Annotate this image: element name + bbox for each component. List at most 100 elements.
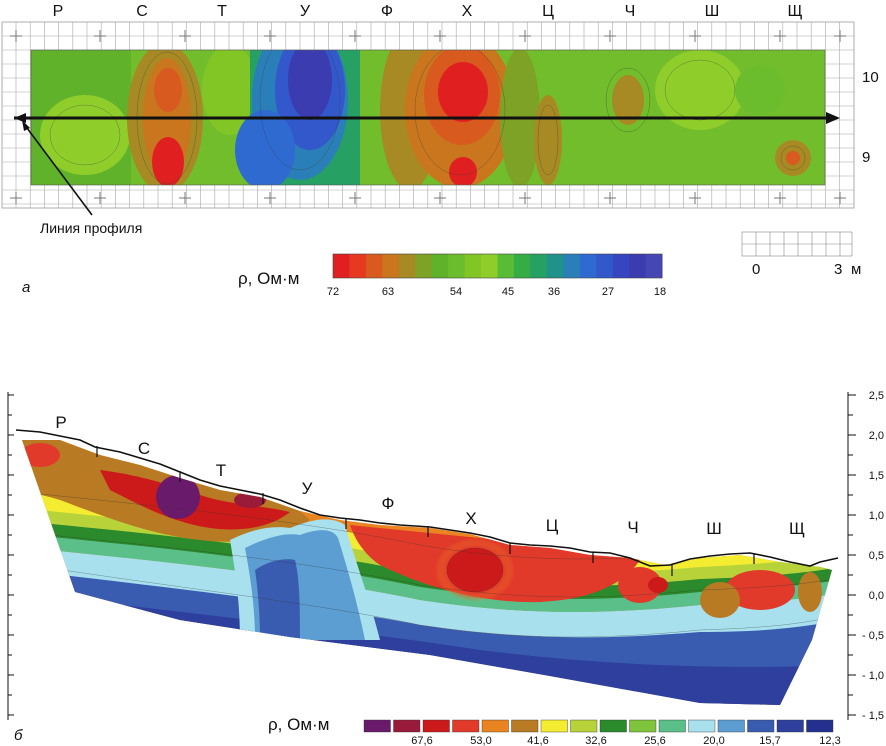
legend-a-swatch [382, 254, 400, 278]
legend-b-tick: 67,6 [411, 735, 432, 746]
panel-a-column-label-9: Ш [705, 3, 720, 20]
panel-a-column-label-2: С [136, 3, 148, 20]
panel-a-column-label-10: Щ [788, 3, 803, 20]
legend-b-swatch [776, 719, 804, 733]
legend-b-swatch [717, 719, 745, 733]
legend-a-tick: 45 [502, 286, 514, 298]
legend-a-swatch [431, 254, 449, 278]
legend-a-swatch [546, 254, 564, 278]
legend-a-swatch [497, 254, 515, 278]
axis-label: - 0,5 [862, 630, 884, 642]
axis-label: 0,0 [869, 590, 884, 602]
panel-b-column-label-5: Ф [382, 494, 395, 513]
axis-label: 2,0 [869, 430, 884, 442]
row-label-9: 9 [862, 149, 870, 166]
legend-b-tick: 15,7 [759, 735, 780, 746]
legend-b-swatch [688, 719, 716, 733]
legend-b-swatch [393, 719, 421, 733]
panel-b-column-label-7: Ц [546, 516, 559, 535]
legend-a-swatch [645, 254, 663, 278]
panel-a-letter: а [22, 279, 30, 296]
legend-b-swatch [658, 719, 686, 733]
axis-label: - 1,0 [862, 670, 884, 682]
legend-a-tick: 36 [548, 286, 560, 298]
scale-unit: м [851, 261, 861, 278]
panel-a-column-label-1: Р [53, 3, 64, 20]
legend-a-swatch [349, 254, 367, 278]
legend-a-swatch [333, 254, 350, 278]
legend-a-swatch [612, 254, 630, 278]
legend-a-swatch [513, 254, 531, 278]
panel-b-column-label-4: У [302, 479, 313, 498]
panel-b-axis-labels: 2,5 2,0 1,5 1,0 0,5 0,0 - 0,5 - 1,0 - 1,5 [862, 390, 884, 722]
axis-label: 0,5 [869, 550, 884, 562]
panel-b-column-label-10: Щ [789, 519, 805, 538]
legend-b-swatch [570, 719, 598, 733]
axis-label: - 1,5 [862, 710, 884, 722]
panel-b-legend-ticks: 67,6 53,0 41,6 32,6 25,6 20,0 15,7 12,3 [411, 735, 840, 746]
legend-b-swatch [747, 719, 775, 733]
legend-a-swatch [629, 254, 647, 278]
panel-a-column-label-3: Т [217, 3, 227, 20]
legend-b-swatch [363, 719, 391, 733]
legend-b-tick: 41,6 [527, 735, 548, 746]
legend-b-swatch [511, 719, 539, 733]
panel-a-column-label-8: Ч [625, 3, 636, 20]
panel-b-letter: б [14, 727, 23, 744]
panel-b-legend-bar [363, 719, 834, 733]
panel-a-legend-title: ρ, Ом·м [238, 269, 299, 288]
legend-b-swatch [806, 719, 834, 733]
legend-a-swatch [448, 254, 466, 278]
profile-label-pointer [22, 120, 93, 216]
axis-label: 1,0 [869, 510, 884, 522]
legend-a-tick: 54 [450, 286, 462, 298]
panel-a-column-labels: Р С Т У Ф Х Ц Ч Ш Щ [53, 3, 803, 20]
legend-a-swatch [530, 254, 548, 278]
legend-b-tick: 32,6 [585, 735, 606, 746]
panel-b-column-label-3: Т [216, 461, 226, 480]
legend-a-swatch [596, 254, 614, 278]
scale-bar [741, 231, 853, 257]
panel-b-column-label-2: С [138, 439, 150, 458]
legend-a-swatch [415, 254, 433, 278]
axis-label: 1,5 [869, 470, 884, 482]
axis-label: 2,5 [869, 390, 884, 402]
legend-a-swatch [398, 254, 416, 278]
panel-b-column-label-6: Х [465, 509, 476, 528]
panel-b-column-label-1: Р [55, 413, 66, 432]
panel-b-section [22, 440, 832, 705]
legend-a-tick: 27 [602, 286, 614, 298]
profile-line-label: Линия профиля [40, 220, 142, 236]
panel-b-column-label-9: Ш [706, 519, 722, 538]
legend-b-tick: 53,0 [470, 735, 491, 746]
panel-a-column-label-6: Х [462, 3, 473, 20]
profile-line [14, 112, 840, 124]
legend-b-swatch [629, 719, 657, 733]
legend-b-tick: 12,3 [819, 735, 840, 746]
scale-label-0: 0 [752, 261, 760, 278]
legend-a-tick: 18 [654, 286, 666, 298]
panel-b-axis-ticks [8, 394, 856, 716]
panel-a-column-label-5: Ф [381, 3, 393, 20]
panel-a: Р С Т У Ф Х Ц Ч Ш Щ [1, 3, 879, 298]
topography-line [15, 429, 839, 567]
scale-label-3: 3 [834, 261, 842, 278]
legend-a-swatch [365, 254, 383, 278]
legend-b-swatch [540, 719, 568, 733]
panel-a-column-label-4: У [300, 3, 311, 20]
legend-a-tick: 72 [327, 286, 339, 298]
legend-b-swatch [599, 719, 627, 733]
legend-b-tick: 20,0 [703, 735, 724, 746]
legend-b-swatch [422, 719, 450, 733]
panel-b-column-label-8: Ч [627, 518, 638, 537]
legend-a-swatch [563, 254, 581, 278]
legend-b-swatch [452, 719, 480, 733]
legend-b-swatch [481, 719, 509, 733]
panel-a-legend-bar [332, 253, 663, 279]
panel-b-legend-title: ρ, Ом·м [268, 715, 329, 734]
panel-b-column-labels: Р С Т У Ф Х Ц Ч Ш Щ [55, 413, 805, 538]
panel-b-markers [96, 446, 755, 576]
legend-a-swatch [481, 254, 498, 278]
panel-a-column-label-7: Ц [542, 3, 554, 20]
